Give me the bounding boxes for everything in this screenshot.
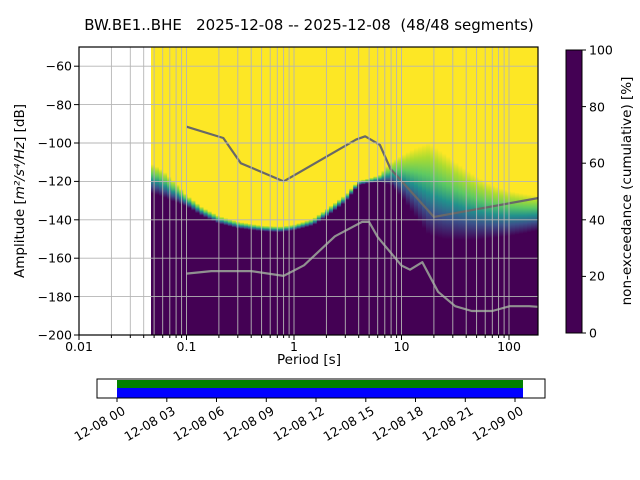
ppsd-heatmap	[79, 47, 538, 335]
colorbar-tick-label: 80	[589, 99, 605, 115]
y-tick-label: −200	[37, 327, 72, 343]
x-tick-label: 10	[393, 339, 410, 354]
colorbar-tick-label: 20	[589, 268, 605, 284]
colorbar-tick-label: 60	[589, 155, 605, 171]
high-noise-model-line	[186, 125, 538, 218]
y-tick-label: −60	[45, 58, 72, 74]
y-tick-label: −180	[37, 289, 72, 305]
plot-border	[78, 46, 539, 336]
y-tick-label: −80	[45, 97, 72, 113]
page-title: BW.BE1..BHE 2025-12-08 -- 2025-12-08 (48…	[84, 16, 534, 34]
y-tick-label: −100	[37, 135, 72, 151]
y-tick-label: −120	[37, 173, 72, 189]
x-tick-label: 1	[290, 339, 298, 354]
colorbar	[565, 49, 586, 334]
y-tick-label: −160	[37, 250, 72, 266]
x-tick-label: 0.01	[65, 339, 93, 354]
timeline-bar	[96, 378, 546, 402]
colorbar-tick-label: 100	[589, 42, 613, 58]
colorbar-tick-label: 0	[589, 325, 597, 341]
x-tick-label: 100	[497, 339, 521, 354]
x-tick-label: 0.1	[176, 339, 197, 354]
x-axis-label: Period [s]	[277, 352, 341, 368]
y-tick-label: −140	[37, 212, 72, 228]
colorbar-tick-label: 40	[589, 212, 605, 228]
axis-ticks	[74, 65, 510, 340]
